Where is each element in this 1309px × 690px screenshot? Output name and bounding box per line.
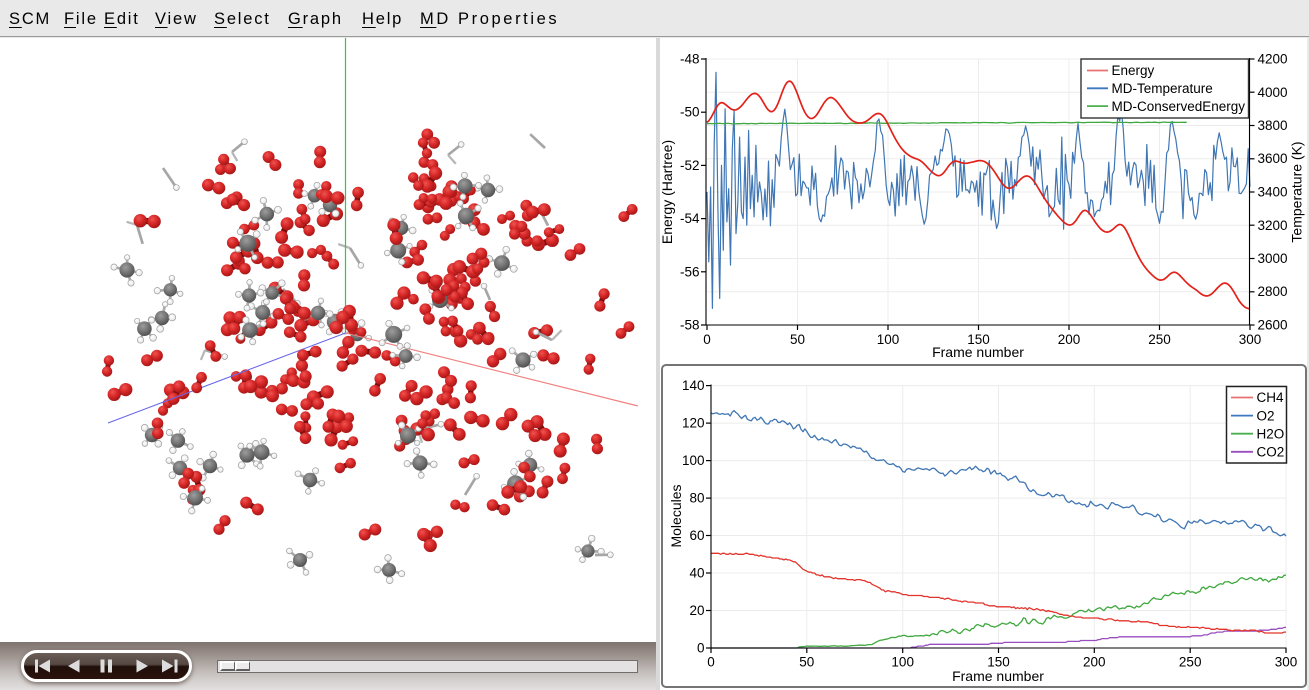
- svg-text:CH4: CH4: [1257, 390, 1284, 405]
- svg-text:4000: 4000: [1258, 85, 1288, 100]
- svg-text:MD-ConservedEnergy: MD-ConservedEnergy: [1112, 99, 1246, 114]
- svg-text:3200: 3200: [1258, 218, 1288, 233]
- svg-text:0: 0: [707, 655, 715, 670]
- svg-text:4200: 4200: [1258, 52, 1288, 67]
- svg-text:50: 50: [790, 332, 805, 347]
- svg-text:150: 150: [987, 655, 1010, 670]
- svg-text:Temperature (K): Temperature (K): [1289, 141, 1305, 242]
- svg-text:-58: -58: [680, 318, 700, 333]
- svg-text:3400: 3400: [1258, 185, 1288, 200]
- svg-text:-50: -50: [680, 105, 700, 120]
- svg-text:Frame number: Frame number: [952, 668, 1044, 684]
- svg-text:200: 200: [1083, 655, 1106, 670]
- svg-text:-48: -48: [680, 52, 700, 67]
- svg-text:0: 0: [703, 332, 711, 347]
- svg-text:H2O: H2O: [1257, 426, 1285, 441]
- svg-text:250: 250: [1179, 655, 1202, 670]
- svg-text:50: 50: [799, 655, 814, 670]
- svg-text:80: 80: [689, 491, 704, 506]
- svg-text:-54: -54: [680, 211, 700, 226]
- svg-text:300: 300: [1239, 332, 1262, 347]
- svg-text:60: 60: [689, 528, 704, 543]
- svg-text:300: 300: [1275, 655, 1298, 670]
- svg-text:120: 120: [682, 416, 705, 431]
- svg-text:100: 100: [877, 332, 900, 347]
- svg-text:140: 140: [682, 378, 705, 393]
- svg-text:-56: -56: [680, 264, 700, 279]
- svg-text:3800: 3800: [1258, 118, 1288, 133]
- svg-text:Energy (Hartree): Energy (Hartree): [660, 140, 675, 244]
- svg-text:3000: 3000: [1258, 251, 1288, 266]
- svg-text:100: 100: [891, 655, 914, 670]
- svg-text:150: 150: [967, 332, 990, 347]
- svg-text:100: 100: [682, 453, 705, 468]
- svg-text:-52: -52: [680, 158, 700, 173]
- svg-text:O2: O2: [1257, 408, 1275, 423]
- svg-text:20: 20: [689, 603, 704, 618]
- svg-text:3600: 3600: [1258, 151, 1288, 166]
- svg-text:200: 200: [1058, 332, 1081, 347]
- svg-text:MD-Temperature: MD-Temperature: [1112, 81, 1213, 96]
- svg-text:Molecules: Molecules: [668, 484, 684, 547]
- svg-text:0: 0: [697, 641, 705, 656]
- svg-text:40: 40: [689, 566, 704, 581]
- svg-text:250: 250: [1148, 332, 1171, 347]
- svg-text:Frame number: Frame number: [932, 344, 1024, 360]
- svg-text:CO2: CO2: [1257, 445, 1285, 460]
- svg-text:2800: 2800: [1258, 284, 1288, 299]
- svg-text:Energy: Energy: [1112, 63, 1155, 78]
- svg-text:2600: 2600: [1258, 318, 1288, 333]
